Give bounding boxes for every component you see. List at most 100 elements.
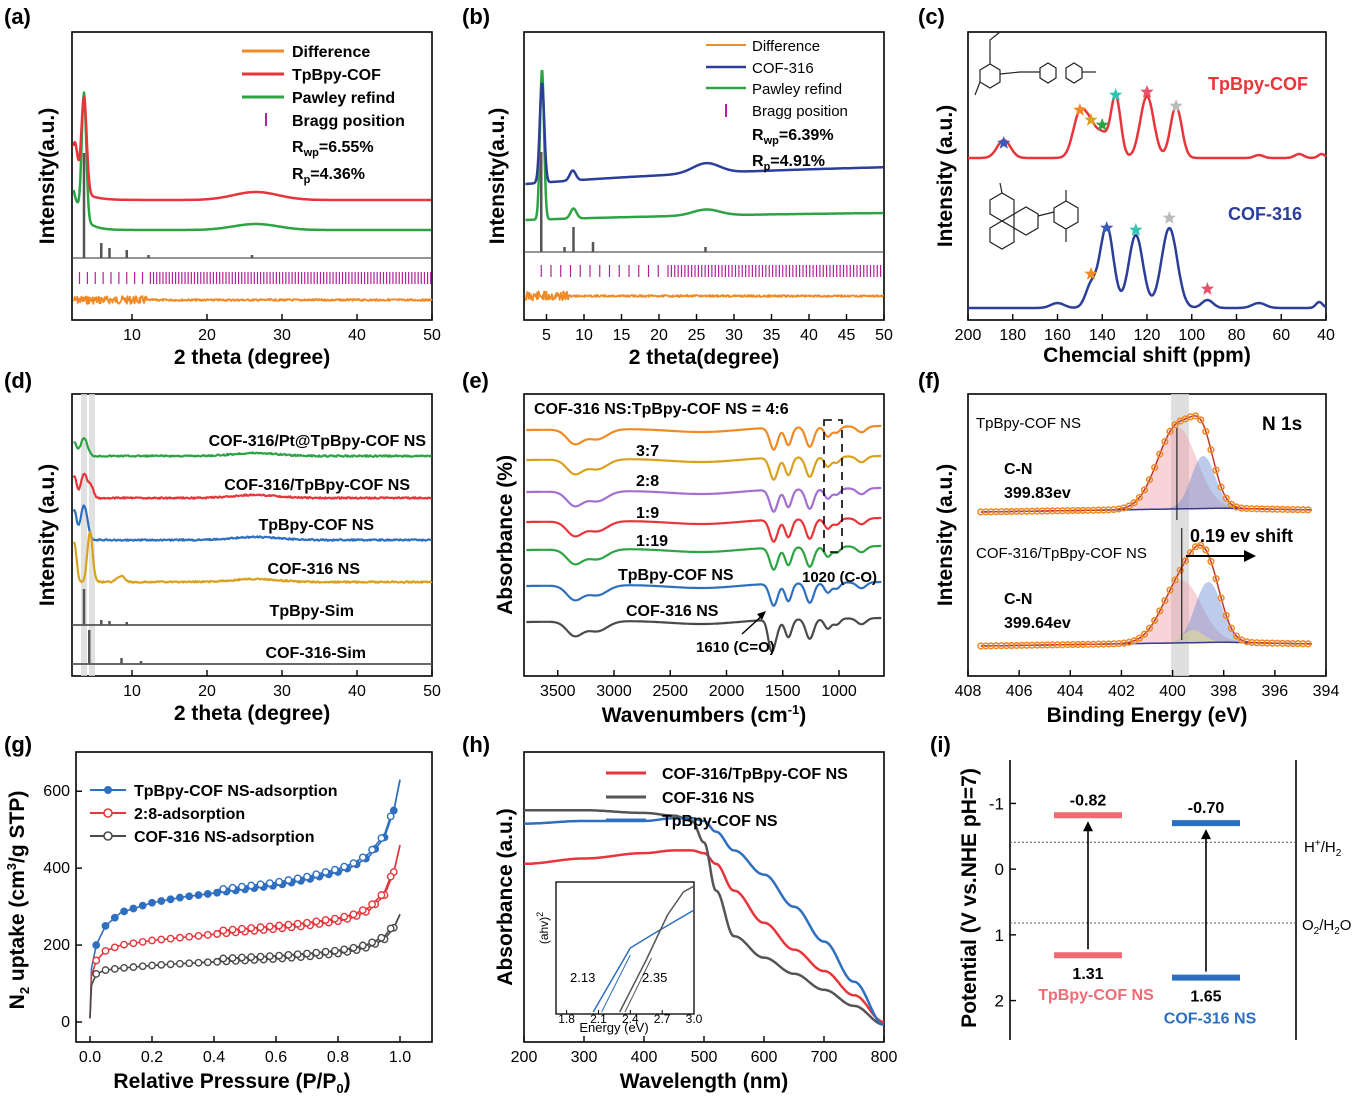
d-tick-label-10: 10 (123, 683, 141, 700)
panel-h-curves (523, 808, 885, 1026)
f-top-data-point (1140, 486, 1149, 494)
f-top-data-point (1191, 412, 1200, 420)
h-curve-tpbpy (523, 817, 885, 1026)
panel-d-curves (72, 437, 433, 665)
panel-g-ylabel: N2 uptake (cm3/g STP) (4, 791, 32, 1010)
f-bottom-data-point (1222, 611, 1230, 620)
c-tick-label-200: 200 (955, 327, 982, 344)
f-top-data-point (1171, 421, 1179, 429)
g-legend-marker-cof316 (103, 831, 113, 841)
f-top-data-point (1217, 483, 1225, 491)
a-rwp: Rwp=6.55% (292, 139, 374, 159)
f-shift-arrowhead (1244, 550, 1256, 562)
g-28-desorption-point (368, 900, 376, 909)
f-cn-bottom: C-N (1004, 591, 1032, 608)
c-star-tpbpy-1 (1073, 103, 1087, 116)
h-inset-ylabel: (ahv)2 (535, 912, 551, 944)
c-tick-label-160: 160 (1044, 327, 1071, 344)
g-28-desorption-point (256, 923, 265, 932)
panel-f-ylabel: Intensity (a.u.) (934, 464, 957, 606)
g-28-adsorption-point (203, 931, 212, 939)
a-curve-pawley (72, 91, 432, 232)
g-cof316-adsorption-point (138, 962, 147, 971)
e-annotation-1610: 1610 (C=O) (696, 639, 775, 656)
d-tick-label-40: 40 (348, 683, 366, 700)
a-curve-difference (72, 295, 433, 305)
d-tick-label-30: 30 (273, 683, 291, 700)
e-ratio-2-8: 2:8 (636, 473, 659, 490)
c-star-cof316-2 (1129, 223, 1143, 236)
i-ytick-label--1: -1 (989, 794, 1004, 813)
panel-a-ylabel: Intensity(a.u.) (36, 108, 59, 245)
g-tpbpy-desorption-point (386, 812, 395, 821)
f-top-data-point (1145, 476, 1154, 484)
g-tpbpy-desorption-point (321, 868, 330, 876)
g-28-desorption-point (228, 925, 237, 934)
i-ref-o: O2/H2O (1302, 917, 1351, 937)
h-inset: 1.8 2.1 2.4 2.7 3.0 Energy (eV) (ahv)2 2.13 … (535, 881, 703, 1035)
g-ytick-label-0: 0 (61, 1014, 70, 1031)
g-xtick-label-0.4: 0.4 (203, 1049, 225, 1066)
f-top-data-point (1222, 494, 1230, 502)
g-cof316-adsorption-point (194, 958, 203, 967)
e-tick-label-3500: 3500 (540, 683, 576, 700)
h-inset-gap-2: 2.35 (642, 970, 667, 985)
g-cof316-desorption-point (228, 954, 237, 962)
panel-d-frame (71, 393, 433, 677)
h-tick-label-500: 500 (691, 1049, 718, 1066)
g-tpbpy-adsorption-point (203, 890, 212, 898)
panel-e-xticks: 3500 3000 2500 2000 1500 1000 (540, 670, 857, 700)
b-tick-label-25: 25 (688, 327, 706, 344)
a-rp: Rp=4.36% (292, 166, 365, 186)
g-cof316-desorption-point (247, 953, 256, 961)
g-tpbpy-desorption-point (265, 879, 274, 888)
f-top-data-point (1161, 437, 1169, 446)
g-cof316-adsorption-point (129, 963, 138, 971)
f-bottom-data-point (1176, 566, 1184, 574)
i-cof-arrowhead (1201, 829, 1211, 840)
g-legend-tpbpy: TpBpy-COF NS-adsorption (134, 783, 338, 800)
g-28-adsorption-point (92, 956, 101, 965)
g-28-desorption-point (330, 914, 339, 923)
a-legend-difference: Difference (292, 44, 370, 61)
b-tick-label-50: 50 (875, 327, 893, 344)
g-28-adsorption-point (166, 934, 175, 943)
c-structure-cof316 (989, 182, 1079, 250)
f-top-data-point (1156, 450, 1164, 458)
panel-b: (b) 5 10 15 20 25 30 35 40 45 50 2 theta(degree) … (462, 4, 893, 369)
e-tick-label-2000: 2000 (709, 683, 745, 700)
c-tick-label-100: 100 (1178, 327, 1205, 344)
b-legend-pawley: Pawley refind (752, 81, 842, 98)
panel-b-frame (523, 31, 885, 321)
g-tpbpy-adsorption-point (110, 913, 119, 922)
b-legend-difference: Difference (752, 38, 820, 55)
b-curve-cof316 (524, 82, 885, 186)
f-bottom-data-point (1202, 546, 1210, 554)
panel-i: (i) -1 0 1 2 Potential (V vs.NHE pH=7) H+/H… (930, 732, 1351, 1040)
panel-g-frame (75, 751, 433, 1043)
g-tpbpy-desorption-point (312, 870, 321, 879)
g-cof316-desorption-point (330, 946, 339, 955)
e-dashed-box (823, 419, 843, 553)
g-ytick-label-600: 600 (43, 783, 70, 800)
b-tick-label-10: 10 (575, 327, 593, 344)
g-cof316-desorption-point (312, 948, 321, 957)
g-tpbpy-adsorption-point (148, 898, 156, 907)
f-top-data-point (1207, 446, 1215, 454)
e-curve-4-6 (525, 424, 882, 451)
g-tpbpy-desorption-point (284, 876, 293, 884)
f-top-data-point (1304, 506, 1312, 514)
g-28-desorption-point (237, 924, 246, 933)
g-28-desorption-point (386, 872, 395, 881)
f-tick-label-406: 406 (1006, 683, 1033, 700)
g-tpbpy-adsorption-point (194, 891, 203, 899)
g-tpbpy-adsorption-point (185, 892, 194, 901)
c-label-tpbpy: TpBpy-COF (1208, 74, 1308, 94)
g-cof316-desorption-point (349, 943, 358, 952)
f-bottom-data-point (1135, 634, 1143, 642)
c-star-tpbpy-6 (1169, 99, 1183, 112)
g-xtick-label-0.8: 0.8 (327, 1049, 349, 1066)
c-star-cof316-0 (1084, 267, 1098, 280)
panel-i-ylabel: Potential (V vs.NHE pH=7) (958, 768, 981, 1028)
f-tick-label-408: 408 (955, 683, 982, 700)
